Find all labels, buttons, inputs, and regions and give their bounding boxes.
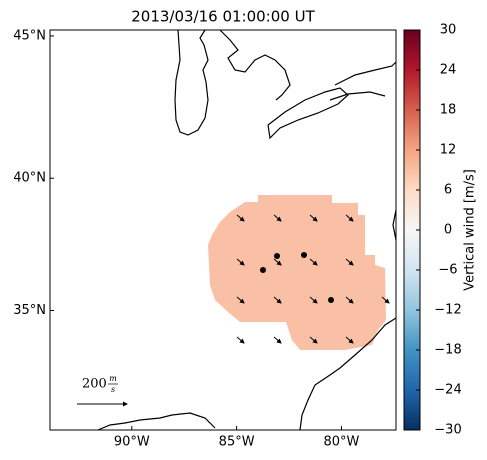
colorbar-tick-label: 6 [444, 183, 452, 198]
wind-arrow [273, 214, 282, 222]
colorbar-tick-label: −30 [434, 423, 461, 438]
wind-arrow [273, 258, 282, 266]
scale-unit-bottom: s [111, 385, 115, 394]
scale-label: 200 m s [82, 374, 118, 394]
lat-tick-label: 40°N [13, 171, 46, 186]
colorbar-tick-label: 0 [444, 223, 452, 238]
colorbar-tick-label: 18 [440, 103, 457, 118]
wind-arrow [236, 296, 245, 304]
wind-arrow [236, 336, 245, 344]
map-title: 2013/03/16 01:00:00 UT [131, 8, 315, 26]
colorbar-tick-label: −18 [434, 343, 461, 358]
coastlines [97, 29, 397, 431]
scale-unit-top: m [109, 374, 117, 383]
wind-arrow [309, 336, 318, 344]
wind-field [208, 195, 386, 350]
colorbar-tick-label: −12 [434, 303, 461, 318]
wind-arrow [309, 258, 318, 266]
colorbar-tick-label: 12 [440, 143, 457, 158]
colorbar-label: Vertical wind [m/s] [463, 169, 478, 291]
lon-tick-label: 80°W [324, 435, 360, 450]
colorbar-tick-label: 30 [440, 23, 457, 38]
wind-arrow [236, 214, 245, 222]
wind-arrow [345, 336, 354, 344]
lat-tick-label: 45°N [13, 28, 46, 43]
lon-tick-label: 85°W [219, 435, 255, 450]
wind-vectors [236, 214, 390, 344]
wind-arrow [309, 214, 318, 222]
wind-arrow [381, 296, 390, 304]
wind-arrow [236, 258, 245, 266]
colorbar-tick-label: 24 [440, 63, 457, 78]
wind-arrow [345, 258, 354, 266]
wind-arrow [273, 296, 282, 304]
wind-arrow [345, 214, 354, 222]
wind-arrow [309, 296, 318, 304]
lon-tick-label: 90°W [114, 435, 150, 450]
wind-arrow [273, 336, 282, 344]
station-markers [260, 252, 334, 303]
scale-value: 200 [82, 377, 107, 392]
wind-arrow [345, 296, 354, 304]
colorbar-tick-label: −24 [434, 383, 461, 398]
colorbar-tick-label: −6 [438, 263, 457, 278]
map-frame [49, 29, 397, 431]
lat-tick-label: 35°N [13, 303, 46, 318]
